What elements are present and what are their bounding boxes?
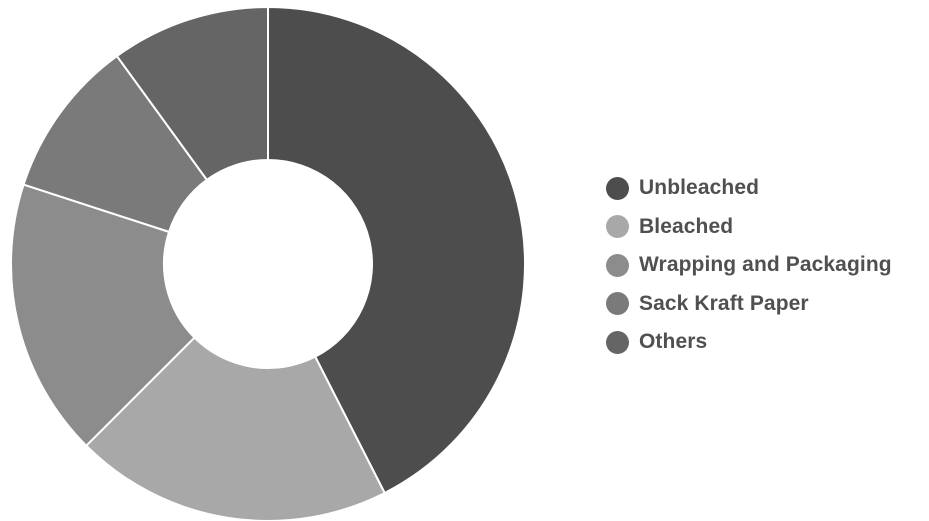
legend-item-bleached: Bleached	[606, 208, 892, 247]
legend-swatch-unbleached	[606, 177, 629, 200]
donut-slices	[11, 7, 525, 521]
legend-label-bleached: Bleached	[639, 215, 733, 239]
legend-swatch-wrapping-and-packaging	[606, 254, 629, 277]
legend-swatch-bleached	[606, 215, 629, 238]
legend-label-others: Others	[639, 330, 707, 354]
chart-legend: Unbleached Bleached Wrapping and Packaging…	[606, 169, 892, 362]
legend-label-wrapping-and-packaging: Wrapping and Packaging	[639, 253, 892, 277]
legend-label-sack-kraft-paper: Sack Kraft Paper	[639, 292, 809, 316]
legend-swatch-others	[606, 331, 629, 354]
legend-item-sack-kraft-paper: Sack Kraft Paper	[606, 285, 892, 324]
legend-item-unbleached: Unbleached	[606, 169, 892, 208]
legend-label-unbleached: Unbleached	[639, 176, 759, 200]
legend-swatch-sack-kraft-paper	[606, 292, 629, 315]
legend-item-others: Others	[606, 323, 892, 362]
legend-item-wrapping-and-packaging: Wrapping and Packaging	[606, 246, 892, 285]
